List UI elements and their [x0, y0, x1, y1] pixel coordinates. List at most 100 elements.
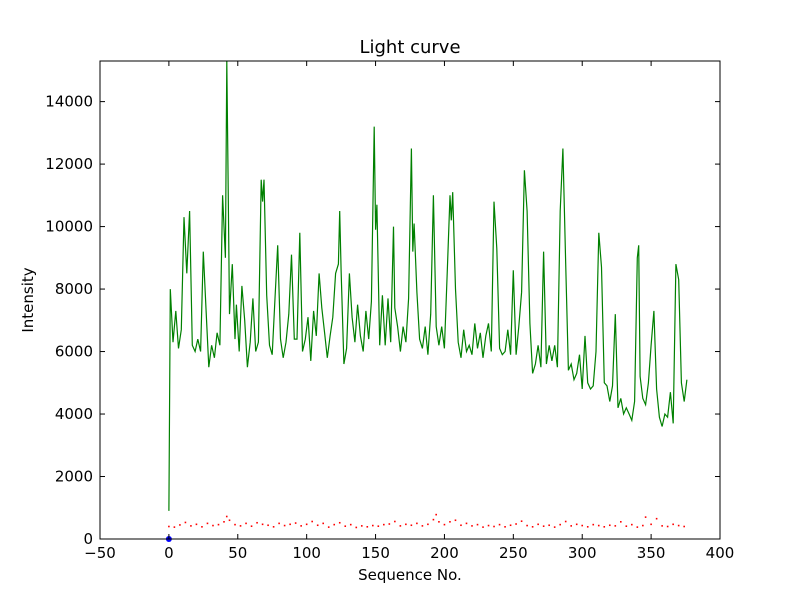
data-point	[195, 523, 198, 526]
data-point	[338, 521, 341, 524]
data-point	[289, 523, 291, 526]
data-point	[460, 524, 462, 527]
axis-ticks: −50 0 50 100 150 200 250 300 350 4000200040006000…	[45, 61, 734, 562]
data-point	[383, 523, 385, 526]
x-axis-label: Sequence No.	[358, 566, 462, 584]
data-point	[603, 526, 606, 528]
data-point	[405, 523, 407, 526]
data-point	[650, 523, 652, 526]
data-point	[509, 524, 512, 527]
data-point	[443, 523, 446, 526]
data-point	[592, 523, 595, 526]
data-point	[228, 519, 231, 522]
data-point	[672, 523, 674, 526]
data-point	[372, 524, 374, 527]
data-point	[487, 524, 490, 527]
x-tick-label: 200	[430, 544, 459, 562]
data-point	[250, 525, 253, 527]
data-point	[190, 525, 192, 527]
data-point	[520, 520, 523, 522]
data-point	[201, 526, 203, 528]
data-point	[471, 525, 473, 527]
x-tick-label: 400	[706, 544, 735, 562]
data-point	[683, 525, 685, 528]
data-point	[661, 525, 663, 527]
data-point	[597, 524, 600, 527]
data-point	[322, 522, 324, 525]
data-point	[581, 524, 584, 527]
data-point	[482, 526, 484, 528]
x-tick-label: 250	[499, 544, 528, 562]
x-tick-label: 0	[164, 544, 174, 562]
data-point	[327, 526, 330, 528]
data-point	[564, 520, 567, 523]
data-point	[261, 523, 264, 526]
data-point	[173, 526, 176, 528]
data-point	[504, 526, 506, 528]
data-point	[559, 523, 561, 526]
data-point	[344, 525, 347, 527]
data-point	[432, 518, 435, 521]
data-point	[217, 523, 220, 526]
data-point	[586, 526, 589, 528]
data-point	[449, 521, 451, 523]
data-point	[225, 515, 228, 518]
data-point	[625, 525, 628, 527]
data-point	[234, 523, 236, 526]
x-tick-label: 350	[637, 544, 666, 562]
data-point	[620, 521, 622, 523]
data-point	[493, 525, 495, 528]
data-point	[427, 523, 429, 526]
data-point	[454, 519, 457, 522]
x-tick-label: −50	[84, 544, 116, 562]
data-point	[239, 525, 242, 527]
data-point	[614, 525, 617, 527]
data-point	[316, 524, 319, 527]
data-point	[465, 522, 468, 525]
data-point	[267, 524, 269, 527]
data-point	[537, 523, 539, 526]
data-point	[476, 523, 479, 526]
data-point	[333, 523, 336, 526]
data-point	[642, 524, 644, 527]
data-point	[570, 525, 572, 527]
y-tick-label: 6000	[55, 343, 93, 361]
data-point	[223, 521, 225, 523]
data-point	[300, 525, 302, 527]
y-tick-label: 2000	[55, 468, 93, 486]
plot-frame	[99, 60, 721, 540]
data-point	[272, 526, 275, 528]
data-point	[410, 524, 413, 527]
plot-area	[165, 61, 688, 542]
y-tick-label: 8000	[55, 280, 93, 298]
data-point	[360, 525, 363, 527]
data-point	[394, 520, 396, 523]
data-point	[168, 525, 170, 528]
data-point	[421, 525, 424, 527]
data-point	[245, 522, 247, 525]
data-point	[644, 516, 647, 518]
y-tick-label: 14000	[45, 93, 93, 111]
data-point	[377, 525, 380, 527]
data-point	[655, 517, 658, 520]
data-point	[526, 524, 528, 527]
data-point	[355, 526, 358, 529]
series-1	[168, 513, 685, 529]
data-point	[388, 523, 391, 525]
x-tick-label: 150	[361, 544, 390, 562]
chart-title: Light curve	[359, 37, 460, 58]
data-point	[677, 524, 680, 527]
data-point	[531, 526, 534, 528]
data-point	[212, 524, 214, 527]
data-point	[515, 523, 517, 525]
x-tick-label: 300	[568, 544, 597, 562]
data-point	[636, 526, 639, 528]
x-tick-label: 100	[292, 544, 321, 562]
data-point	[278, 522, 280, 525]
data-point	[366, 526, 369, 528]
data-point	[631, 523, 633, 526]
y-tick-label: 12000	[45, 155, 93, 173]
y-tick-label: 4000	[55, 405, 93, 423]
